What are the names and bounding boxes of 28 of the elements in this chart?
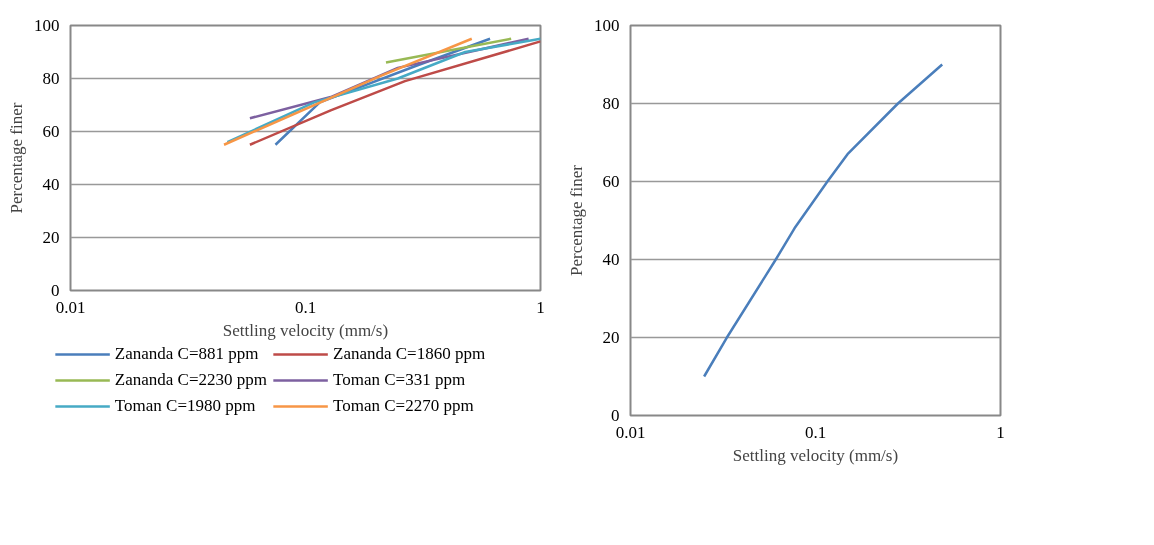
- x-axis-title: Settling velocity (mm/s): [732, 445, 899, 465]
- x-tick-label: 0.01: [55, 297, 86, 317]
- y-tick-label: 0: [51, 281, 60, 300]
- y-axis-title: Percentage finer: [7, 102, 26, 214]
- y-tick-label: 20: [42, 228, 60, 247]
- y-tick-label: 60: [42, 122, 60, 141]
- x-tick-label: 1: [536, 297, 545, 317]
- y-tick-label: 60: [602, 172, 620, 191]
- y-axis-title: Percentage finer: [567, 164, 586, 276]
- y-tick-label: 100: [594, 16, 620, 35]
- legend-label: Zananda C=1860 ppm: [333, 343, 486, 364]
- x-tick-label: 1: [996, 422, 1005, 442]
- y-tick-label: 100: [34, 16, 60, 35]
- legend-label: Toman C=331 ppm: [333, 369, 466, 390]
- x-tick-label: 0.01: [615, 422, 646, 442]
- y-tick-label: 0: [611, 406, 620, 425]
- legend-label: Zananda C=2230 ppm: [114, 369, 267, 390]
- y-tick-label: 40: [42, 175, 60, 194]
- legend-label: Zananda C=881 ppm: [114, 343, 259, 364]
- x-axis-title: Settling velocity (mm/s): [222, 320, 389, 340]
- legend-label: Toman C=2270 ppm: [333, 395, 474, 416]
- y-tick-label: 80: [42, 69, 60, 88]
- y-tick-label: 80: [602, 94, 620, 113]
- y-tick-label: 40: [602, 250, 620, 269]
- y-tick-label: 20: [602, 328, 620, 347]
- x-tick-label: 0.1: [294, 297, 317, 317]
- legend-label: Toman C=1980 ppm: [114, 395, 256, 416]
- x-tick-label: 0.1: [804, 422, 827, 442]
